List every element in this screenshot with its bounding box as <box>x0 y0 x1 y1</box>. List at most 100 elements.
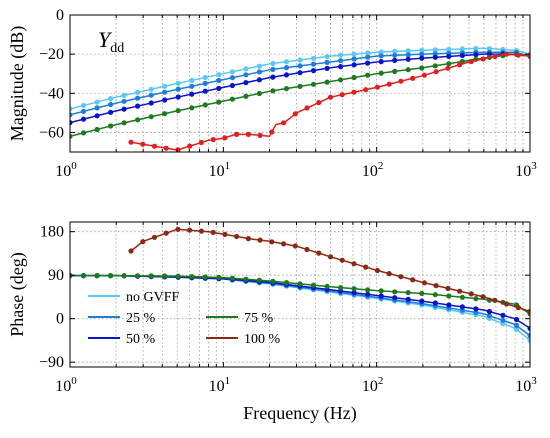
phase-series-point-3 <box>297 281 303 287</box>
magnitude-series-point-0 <box>459 46 465 52</box>
magnitude-x-tick-exp: 1 <box>225 160 231 172</box>
magnitude-series-point-1 <box>419 51 425 57</box>
phase-series-point-3 <box>419 290 425 297</box>
magnitude-x-tick-exp: 2 <box>378 160 384 172</box>
phase-series-point-4 <box>374 267 380 274</box>
phase-series-point-3 <box>94 273 100 279</box>
magnitude-x-tick-label: 101 <box>209 160 231 180</box>
magnitude-series-point-2 <box>175 94 181 100</box>
magnitude-series-point-0 <box>283 59 290 65</box>
phase-x-tick-exp: 1 <box>225 375 231 387</box>
phase-series-point-2 <box>513 316 520 323</box>
magnitude-series-point-4 <box>304 105 310 111</box>
magnitude-series-point-4 <box>363 87 369 93</box>
phase-x-tick-exp: 2 <box>378 375 384 387</box>
phase-series-point-4 <box>245 236 251 242</box>
magnitude-series-point-1 <box>256 69 262 75</box>
magnitude-x-tick-exp: 0 <box>71 160 77 172</box>
phase-y-tick-label: 180 <box>40 224 64 241</box>
magnitude-series-point-1 <box>338 58 344 64</box>
phase-series-point-2 <box>351 290 357 296</box>
magnitude-series-point-0 <box>351 51 357 57</box>
phase-series-point-4 <box>269 239 275 245</box>
magnitude-series-point-0 <box>80 102 87 109</box>
magnitude-series-point-2 <box>392 57 398 64</box>
magnitude-series-point-2 <box>378 59 384 65</box>
magnitude-series-point-3 <box>121 120 127 126</box>
magnitude-series-point-2 <box>459 52 465 59</box>
magnitude-series-point-0 <box>175 80 181 86</box>
magnitude-series-point-3 <box>94 126 100 133</box>
phase-y-tick-label: 0 <box>56 311 64 328</box>
magnitude-series-point-4 <box>421 72 427 78</box>
phase-series-point-2 <box>486 308 492 315</box>
magnitude-series-point-0 <box>405 48 411 54</box>
phase-series-point-3 <box>162 273 168 279</box>
magnitude-series-point-1 <box>351 56 357 62</box>
magnitude-series-point-3 <box>419 65 425 71</box>
magnitude-series-point-1 <box>310 61 317 67</box>
phase-series-point-2 <box>473 306 479 312</box>
phase-legend-label: 100 % <box>244 332 281 347</box>
magnitude-series-point-4 <box>269 129 275 135</box>
magnitude-series-point-0 <box>229 69 235 75</box>
phase-series-point-0 <box>513 326 520 332</box>
magnitude-series-point-0 <box>310 55 317 61</box>
magnitude-annotation: Ydd <box>98 27 124 56</box>
phase-series-point-4 <box>304 246 310 253</box>
magnitude-series-point-3 <box>351 74 357 81</box>
phase-series-point-4 <box>339 257 345 263</box>
phase-legend: no GVFF 25 % 75 % 50 % 100 % <box>88 290 281 347</box>
magnitude-x-tick-label: 102 <box>362 160 384 180</box>
magnitude-series-point-0 <box>70 106 73 112</box>
magnitude-series-point-1 <box>148 92 154 98</box>
phase-series-point-3 <box>189 274 195 280</box>
magnitude-series-point-1 <box>202 80 208 86</box>
phase-series-point-3 <box>338 285 344 291</box>
magnitude-series-point-4 <box>292 111 298 117</box>
phase-x-tick-base: 10 <box>55 378 71 395</box>
phase-series-point-4 <box>140 239 146 245</box>
phase-series-point-4 <box>515 305 521 311</box>
magnitude-series-line-1 <box>70 51 530 116</box>
magnitude-series-point-2 <box>80 116 87 122</box>
phase-series-point-4 <box>457 288 463 294</box>
magnitude-series-point-3 <box>243 93 249 99</box>
magnitude-series-point-4 <box>222 135 228 141</box>
phase-series-point-4 <box>292 243 298 249</box>
phase-legend-label: 75 % <box>244 311 274 326</box>
phase-series-point-3 <box>229 275 235 281</box>
magnitude-series-point-2 <box>405 56 411 62</box>
phase-series-point-4 <box>503 301 510 307</box>
magnitude-series-point-1 <box>243 72 249 78</box>
phase-series-point-1 <box>486 313 492 319</box>
magnitude-series-point-2 <box>135 103 141 109</box>
magnitude-series-point-1 <box>70 112 73 118</box>
phase-series-point-4 <box>421 280 427 286</box>
phase-x-axis-label: Frequency (Hz) <box>243 403 356 424</box>
phase-series-point-3 <box>243 276 249 282</box>
magnitude-series-point-1 <box>365 54 371 60</box>
phase-series-point-4 <box>175 226 181 232</box>
magnitude-series-point-1 <box>175 86 181 92</box>
magnitude-series-point-1 <box>283 65 290 71</box>
magnitude-series-point-3 <box>108 123 114 129</box>
magnitude-x-tick-base: 10 <box>209 163 225 180</box>
magnitude-series-point-1 <box>297 63 303 69</box>
phase-series-point-2 <box>527 325 530 331</box>
phase-series-point-2 <box>392 295 398 301</box>
magnitude-annotation-sub: dd <box>110 41 124 56</box>
magnitude-series-point-3 <box>256 90 262 97</box>
magnitude-series-point-2 <box>283 72 290 78</box>
phase-series-point-2 <box>446 302 452 308</box>
magnitude-series-point-4 <box>316 100 322 106</box>
magnitude-series-point-4 <box>386 81 392 87</box>
phase-series-point-1 <box>513 322 520 329</box>
magnitude-x-tick-label: 100 <box>55 160 77 180</box>
magnitude-series-point-4 <box>210 137 216 143</box>
magnitude-series-point-0 <box>378 49 384 55</box>
phase-series-point-3 <box>392 289 398 295</box>
phase-series-point-3 <box>310 282 317 288</box>
phase-series-point-3 <box>283 280 290 286</box>
magnitude-series-point-1 <box>162 89 168 95</box>
